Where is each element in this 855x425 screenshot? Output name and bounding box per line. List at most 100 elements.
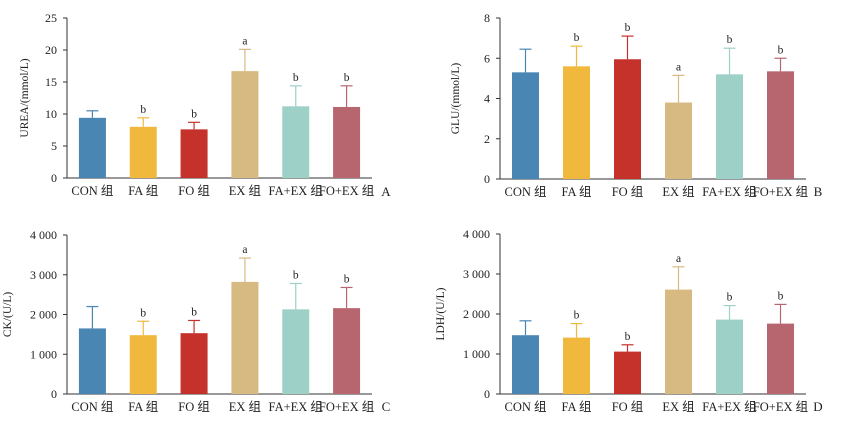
bar-6: [333, 106, 361, 178]
y-tick-label: 0: [51, 387, 57, 401]
panel-letter: B: [814, 184, 823, 199]
significance-letter: b: [293, 72, 299, 84]
x-category-label: FO+EX 组: [753, 185, 808, 199]
significance-letter: b: [625, 22, 631, 34]
bar-6: [767, 323, 794, 394]
significance-letter: a: [242, 35, 247, 47]
panel-letter: A: [381, 184, 391, 199]
significance-letter: a: [676, 61, 681, 73]
bar-1: [512, 335, 539, 394]
bar-3: [180, 129, 208, 178]
bar-4: [231, 71, 259, 178]
y-tick-label: 0: [484, 387, 490, 401]
x-category-label: FA+EX 组: [269, 184, 323, 198]
x-category-label: FO+EX 组: [319, 400, 374, 414]
y-tick-label: 2: [484, 132, 490, 146]
y-tick-label: 0: [51, 171, 57, 185]
y-tick-label: 2 000: [30, 308, 57, 322]
x-category-label: EX 组: [662, 185, 694, 199]
y-axis-label: CK/(U/L): [2, 292, 14, 338]
bar-6: [333, 308, 361, 394]
bar-5: [716, 74, 743, 179]
y-tick-label: 3 000: [463, 267, 490, 281]
chart-panel-a: 0 5 10 15 20 25 UREA/(mmol/L) CON 组 b FA 组 b FO 组 a E…: [19, 11, 391, 199]
y-tick-label: 1 000: [30, 347, 57, 361]
chart-panel-d: 0 1 000 2 000 3 000 4 000 LDH/(U/L) CON 组 b FA 组…: [435, 227, 823, 414]
bar-2: [563, 66, 590, 179]
chart-panel-c: 0 1 000 2 000 3 000 4 000 CK/(U/L) CON 组 b FA 组 b…: [2, 228, 390, 414]
x-category-label: FO 组: [178, 184, 210, 198]
bar-1: [512, 72, 539, 179]
significance-letter: b: [778, 290, 784, 302]
significance-letter: b: [727, 292, 733, 304]
y-tick-label: 15: [45, 75, 57, 89]
significance-letter: b: [625, 331, 631, 343]
bar-3: [614, 59, 641, 179]
x-category-label: EX 组: [229, 184, 261, 198]
y-tick-label: 6: [484, 51, 490, 65]
bar-5: [282, 309, 310, 394]
y-tick-label: 3 000: [30, 268, 57, 282]
bar-1: [78, 328, 106, 394]
y-tick-label: 4: [484, 92, 490, 106]
significance-letter: b: [140, 104, 146, 116]
x-category-label: CON 组: [504, 185, 546, 199]
y-tick-label: 0: [484, 172, 490, 186]
x-category-label: FA+EX 组: [702, 185, 756, 199]
significance-letter: a: [676, 253, 681, 265]
x-category-label: FA 组: [562, 400, 592, 414]
chart-panel-b: 0 2 4 6 8 GLU/(mmol/L) CON 组 b FA 组 b FO 组 a EX 组 b FA…: [450, 11, 823, 199]
x-category-label: FO+EX 组: [319, 184, 374, 198]
panel-letter: D: [813, 399, 822, 414]
x-category-label: CON 组: [504, 400, 546, 414]
y-tick-label: 25: [45, 11, 57, 25]
x-category-label: EX 组: [229, 400, 261, 414]
significance-letter: b: [344, 273, 350, 285]
significance-letter: a: [242, 244, 247, 256]
y-axis-label: UREA/(mmol/L): [19, 58, 31, 137]
y-tick-label: 10: [45, 107, 57, 121]
bar-4: [665, 102, 692, 179]
y-tick-label: 8: [484, 11, 490, 25]
bar-5: [282, 106, 310, 178]
bar-1: [78, 117, 106, 178]
x-category-label: FA+EX 组: [269, 400, 323, 414]
x-category-label: FO 组: [178, 400, 210, 414]
x-category-label: CON 组: [71, 184, 113, 198]
bar-2: [563, 337, 590, 394]
x-category-label: FO 组: [612, 185, 644, 199]
x-category-label: CON 组: [71, 400, 113, 414]
significance-letter: b: [574, 310, 580, 322]
y-axis-label: LDH/(U/L): [435, 287, 447, 340]
bar-6: [767, 71, 794, 179]
bar-3: [180, 333, 208, 394]
y-tick-label: 1 000: [463, 347, 490, 361]
x-category-label: FA 组: [128, 400, 158, 414]
bar-4: [231, 281, 259, 394]
significance-letter: b: [778, 44, 784, 56]
bar-2: [129, 126, 157, 178]
significance-letter: b: [574, 32, 580, 44]
significance-letter: b: [293, 269, 299, 281]
significance-letter: b: [727, 34, 733, 46]
y-tick-label: 2 000: [463, 307, 490, 321]
x-category-label: FA 组: [562, 185, 592, 199]
bar-4: [665, 289, 692, 394]
bar-2: [129, 335, 157, 394]
x-category-label: FA 组: [128, 184, 158, 198]
x-category-label: FA+EX 组: [702, 400, 756, 414]
panel-letter: C: [382, 399, 391, 414]
significance-letter: b: [191, 306, 197, 318]
y-tick-label: 20: [45, 43, 57, 57]
y-tick-label: 4 000: [30, 228, 57, 242]
x-category-label: FO+EX 组: [753, 400, 808, 414]
x-category-label: FO 组: [612, 400, 644, 414]
y-tick-label: 4 000: [463, 227, 490, 241]
x-category-label: EX 组: [662, 400, 694, 414]
y-axis-label: GLU/(mmol/L): [450, 63, 462, 135]
significance-letter: b: [140, 307, 146, 319]
y-tick-label: 5: [51, 139, 57, 153]
bar-3: [614, 351, 641, 394]
